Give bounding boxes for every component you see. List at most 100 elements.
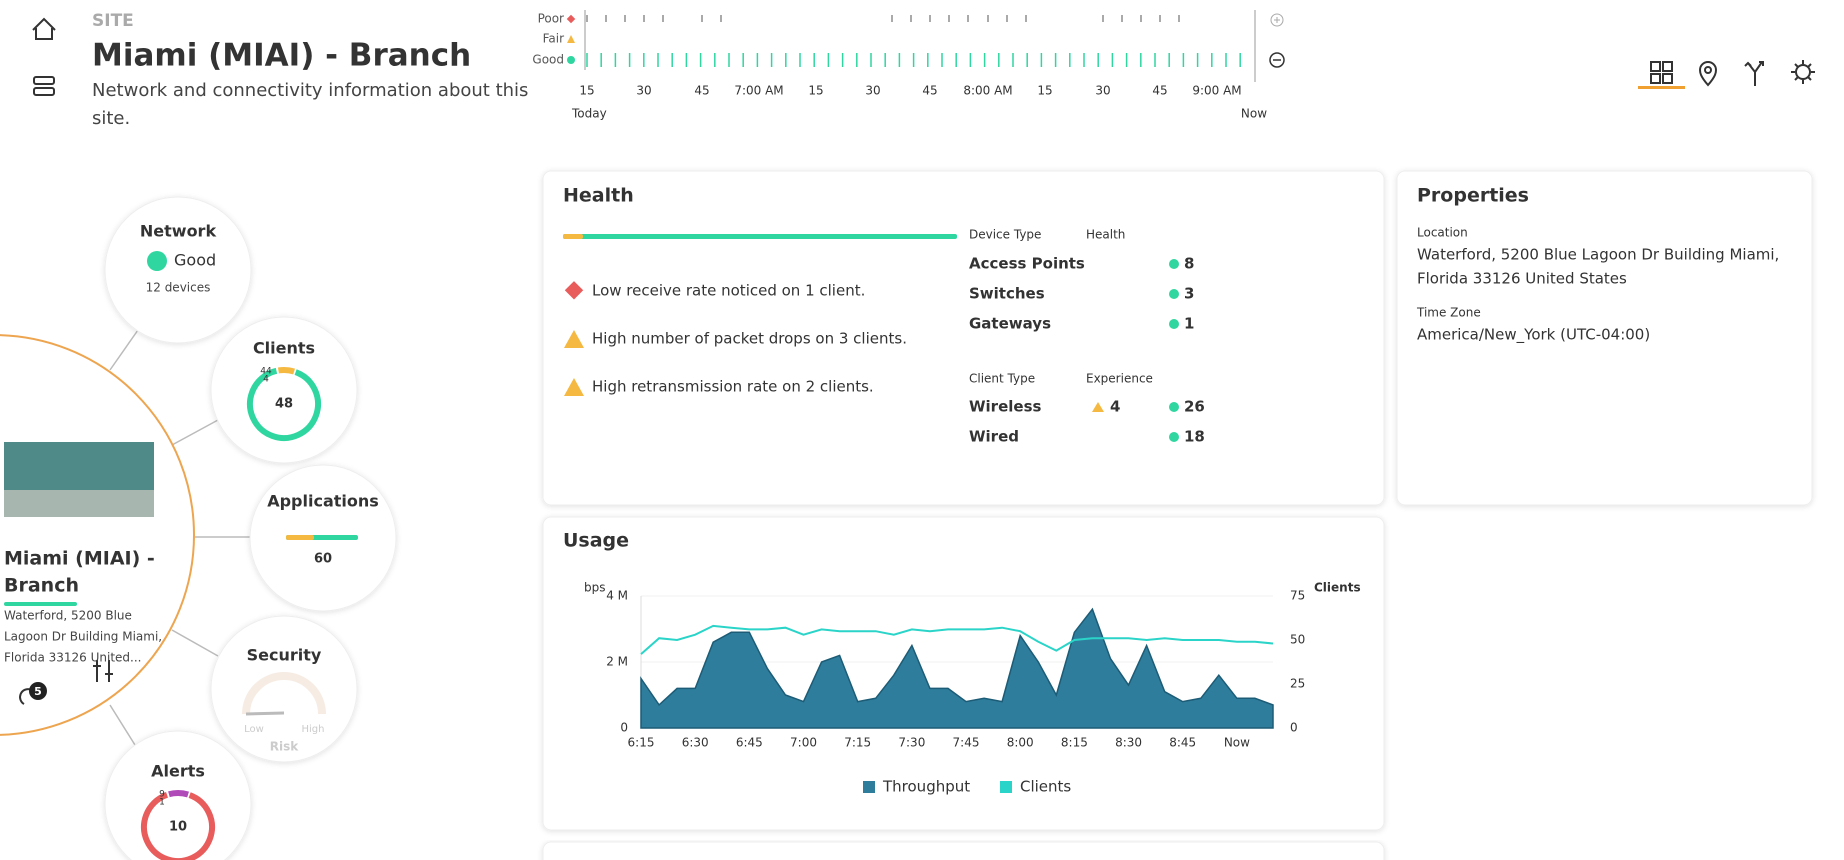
y2-tick-label: 0 xyxy=(1290,721,1298,735)
device-count: 3 xyxy=(1184,285,1194,303)
zoom-in[interactable] xyxy=(1270,13,1284,27)
good-dot xyxy=(1169,319,1179,329)
device-type: Switches xyxy=(969,285,1045,303)
site-name: Branch xyxy=(4,575,79,597)
good-dot xyxy=(1169,289,1179,299)
layers-icon[interactable] xyxy=(33,76,55,96)
alerts-fair: 1 xyxy=(159,798,165,808)
x-tick-label: 7:15 xyxy=(844,736,871,750)
device-type: Access Points xyxy=(969,255,1085,273)
clients-line xyxy=(640,624,1274,655)
good-dot xyxy=(1169,259,1179,269)
x-tick-label: 6:30 xyxy=(682,736,709,750)
subtitle: site. xyxy=(92,108,130,129)
time-label: 30 xyxy=(1095,84,1110,98)
x-tick-label: Now xyxy=(1224,736,1250,750)
issue: High retransmission rate on 2 clients. xyxy=(592,378,874,396)
connectors xyxy=(109,329,250,746)
health-card xyxy=(542,170,1385,506)
health-bar xyxy=(563,234,957,239)
x-tick-label: 7:45 xyxy=(953,736,980,750)
properties-card xyxy=(1396,170,1813,506)
column-header: Client Type xyxy=(969,372,1035,386)
network-node[interactable] xyxy=(104,196,252,344)
badge xyxy=(29,682,47,700)
fair-icon xyxy=(564,330,584,348)
y-axis-label: bps xyxy=(584,581,606,595)
client-type: Wired xyxy=(969,428,1019,446)
y2-tick-label: 75 xyxy=(1290,589,1305,603)
legend-label: Throughput xyxy=(882,778,970,796)
x-tick-label: 8:30 xyxy=(1115,736,1142,750)
time-start: Today xyxy=(571,107,607,121)
view-topology[interactable] xyxy=(1744,61,1764,86)
time-label: 9:00 AM xyxy=(1192,84,1241,98)
y2-tick-label: 50 xyxy=(1290,633,1305,647)
legend-swatch xyxy=(863,781,875,793)
site-health-bar xyxy=(4,602,77,606)
level-label: Fair xyxy=(543,32,564,46)
issue: High number of packet drops on 3 clients… xyxy=(592,330,907,348)
level-icon xyxy=(566,14,576,24)
y2-tick-label: 25 xyxy=(1290,677,1305,691)
applications-total: 60 xyxy=(314,552,332,567)
fair-icon xyxy=(1092,402,1104,412)
time-label: 8:00 AM xyxy=(963,84,1012,98)
x-tick-label: 6:15 xyxy=(628,736,655,750)
clients-node[interactable] xyxy=(210,316,358,464)
legend-label: Clients xyxy=(1020,778,1071,796)
active-tab-underline xyxy=(1638,86,1685,89)
x-tick-label: 6:45 xyxy=(736,736,763,750)
column-header: Device Type xyxy=(969,228,1041,242)
risk-gauge xyxy=(242,672,326,715)
column-header: Experience xyxy=(1086,372,1153,386)
field-value: Waterford, 5200 Blue Lagoon Dr Building … xyxy=(1417,246,1779,264)
clients-fair: 4 xyxy=(263,375,269,385)
node-title: Security xyxy=(247,646,322,665)
device-type: Gateways xyxy=(969,315,1051,333)
level-label: Poor xyxy=(538,12,564,26)
field-value: Florida 33126 United States xyxy=(1417,270,1627,288)
alerts-poor: 9 xyxy=(159,790,165,800)
home-icon[interactable] xyxy=(32,17,56,40)
x-tick-label: 8:15 xyxy=(1061,736,1088,750)
good-dot xyxy=(1169,432,1179,442)
column-header: Health xyxy=(1086,228,1125,242)
node-title: Network xyxy=(140,222,217,241)
poor-icon xyxy=(564,281,584,300)
site-photo-ground xyxy=(4,490,154,517)
card-title: Properties xyxy=(1417,185,1529,207)
site-address: Florida 33126 United... xyxy=(4,651,142,665)
time-label: 15 xyxy=(808,84,823,98)
alerts-total: 10 xyxy=(169,820,187,835)
site-circle xyxy=(0,334,195,736)
status-dot xyxy=(147,251,167,271)
view-map[interactable] xyxy=(1698,61,1718,87)
level-icon xyxy=(567,56,575,64)
time-label: 30 xyxy=(865,84,880,98)
badge-count: 5 xyxy=(34,685,42,698)
field-value: America/New_York (UTC-04:00) xyxy=(1417,326,1650,345)
node-title: Clients xyxy=(253,339,315,358)
y-tick-label: 0 xyxy=(620,721,628,735)
tools-icon[interactable] xyxy=(93,660,113,682)
view-grid[interactable] xyxy=(1650,61,1673,84)
view-settings[interactable] xyxy=(1791,60,1815,84)
kicker: SITE xyxy=(92,11,134,31)
level-icon xyxy=(567,35,575,43)
issue: Low receive rate noticed on 1 client. xyxy=(592,282,865,300)
time-end: Now xyxy=(1241,107,1267,121)
site-address: Lagoon Dr Building Miami, xyxy=(4,630,162,644)
gauge-low: Low xyxy=(244,724,264,735)
time-label: 45 xyxy=(694,84,709,98)
security-node[interactable] xyxy=(210,615,358,763)
node-title: Alerts xyxy=(151,762,205,781)
time-label: 45 xyxy=(1152,84,1167,98)
zoom-out[interactable] xyxy=(1269,52,1285,68)
x-tick-label: 8:45 xyxy=(1169,736,1196,750)
clients-good: 44 xyxy=(260,367,272,377)
legend-swatch xyxy=(1000,781,1012,793)
ring-segment xyxy=(141,790,215,860)
usage-card xyxy=(542,516,1385,831)
x-tick-label: 7:30 xyxy=(898,736,925,750)
